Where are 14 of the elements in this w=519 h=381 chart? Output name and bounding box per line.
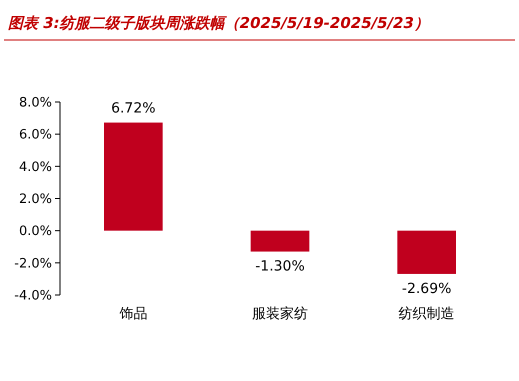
- y-tick-label: -4.0%: [14, 288, 52, 304]
- data-label: -1.30%: [255, 258, 305, 275]
- y-tick-label: -2.0%: [14, 256, 52, 272]
- y-tick-label: 4.0%: [18, 160, 52, 175]
- y-tick-label: 8.0%: [18, 96, 52, 110]
- x-tick-label: 饰品: [118, 306, 148, 322]
- chart-title: 图表 3:纺服二级子版块周涨跌幅（2025/5/19-2025/5/23）: [8, 14, 429, 32]
- x-tick-label: 纺织制造: [398, 306, 455, 322]
- y-tick-label: 0.0%: [18, 224, 52, 240]
- data-label: -2.69%: [402, 280, 452, 297]
- data-label: 6.72%: [111, 100, 156, 117]
- x-tick-label: 服装家纺: [252, 306, 308, 322]
- y-tick-label: 2.0%: [18, 192, 52, 207]
- y-tick-label: 6.0%: [18, 128, 52, 143]
